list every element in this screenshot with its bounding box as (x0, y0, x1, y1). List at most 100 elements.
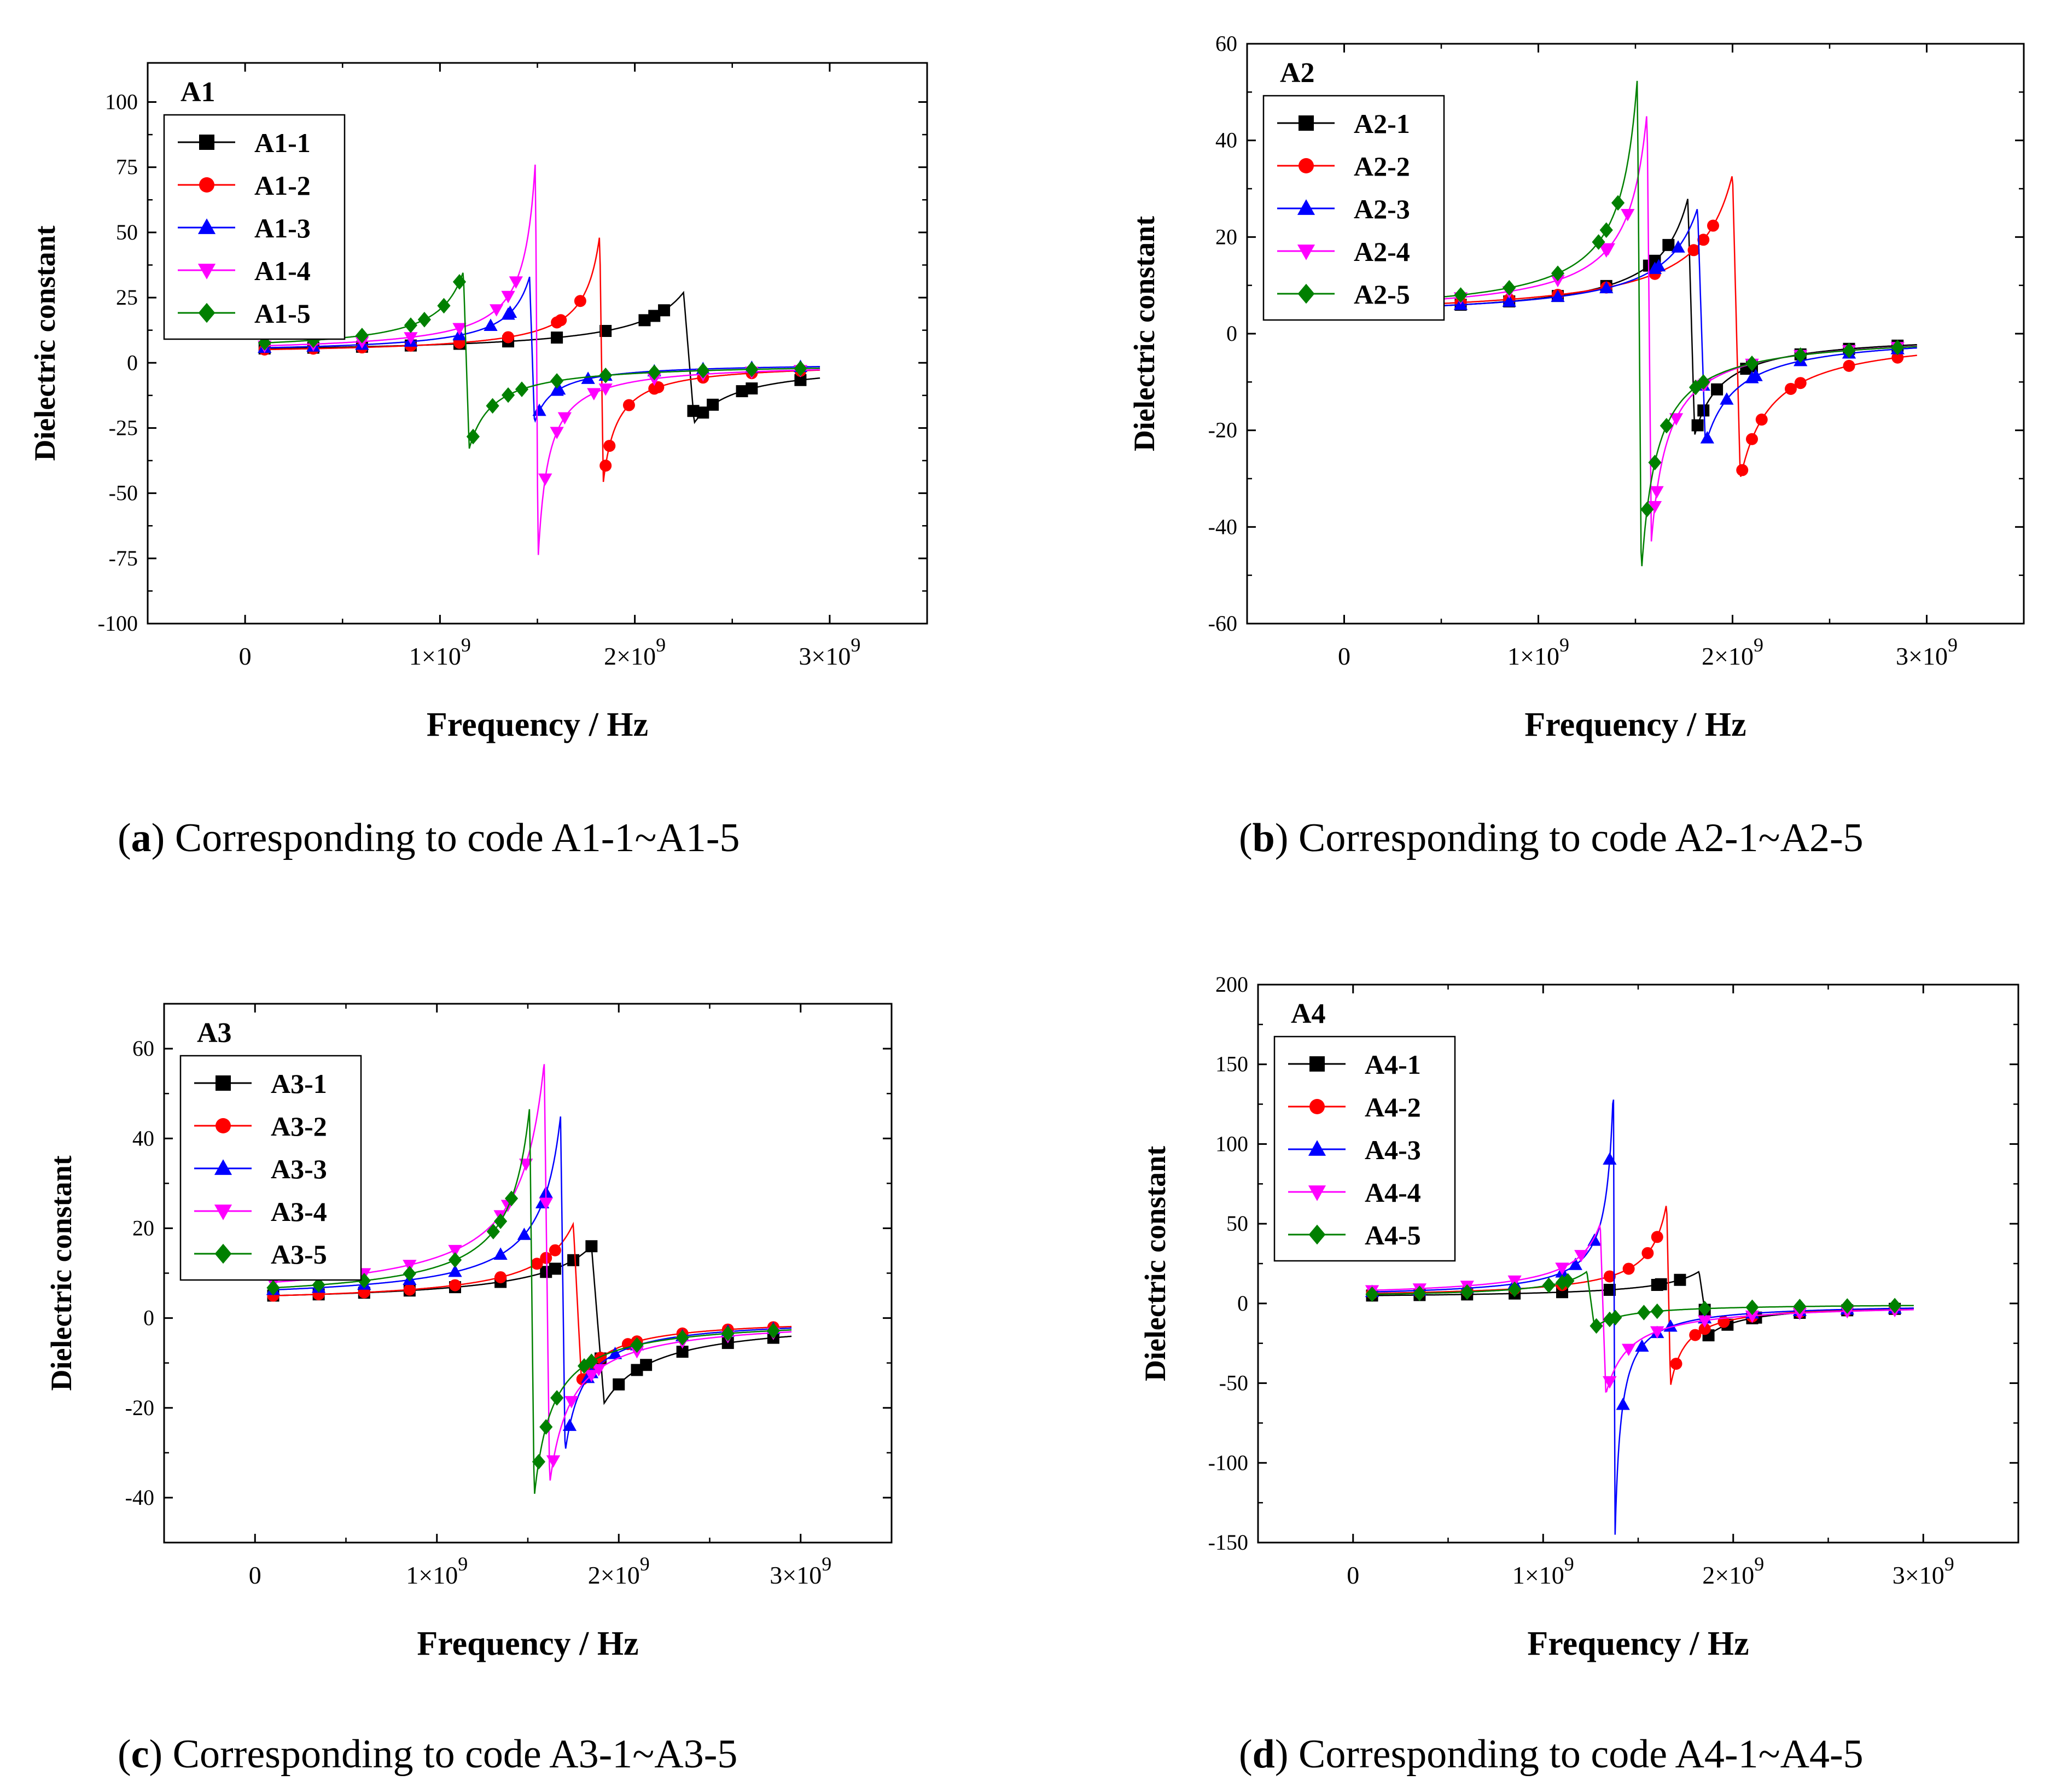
data-point-a3-5 (766, 1323, 780, 1339)
data-point-a3-5 (676, 1330, 689, 1346)
data-point-a4-3 (1568, 1258, 1582, 1270)
data-point-a4-5 (1745, 1299, 1759, 1316)
y-tick-label: -100 (98, 611, 138, 636)
series-group (1356, 80, 1917, 567)
x-tick-label: 2×109 (604, 634, 666, 670)
legend-entry: A3-4 (271, 1196, 327, 1227)
data-point-a4-2 (1622, 1262, 1635, 1275)
data-point-a1-5 (452, 274, 467, 290)
data-point-a1-2 (574, 295, 586, 307)
data-point-a2-5 (1688, 379, 1703, 395)
legend-marker (1309, 1099, 1325, 1114)
data-point-a2-2 (1707, 219, 1719, 232)
data-point-a4-5 (1698, 1301, 1711, 1317)
data-point-a2-3 (1651, 259, 1666, 272)
data-point-a4-5 (1888, 1298, 1902, 1314)
data-point-a4-2 (1698, 1323, 1711, 1335)
data-point-a1-5 (501, 387, 515, 403)
series-line-a2-5 (1363, 80, 1917, 567)
data-point-a3-2 (540, 1252, 552, 1264)
data-point-a3-3 (608, 1347, 622, 1359)
x-tick-label: 0 (239, 642, 252, 670)
series-line-a1-5 (264, 272, 820, 449)
data-point-a1-5 (599, 367, 613, 383)
data-point-a4-4 (1745, 1310, 1760, 1323)
caption-letter: d (1252, 1732, 1275, 1777)
data-point-a3-4 (448, 1244, 462, 1258)
data-point-a4-5 (1508, 1281, 1522, 1298)
x-tick-label: 2×109 (588, 1553, 650, 1589)
data-point-a2-5 (1648, 455, 1662, 470)
y-axis-label: Dielectric constant (45, 1155, 78, 1390)
data-point-a1-3 (581, 371, 595, 384)
data-point-a3-5 (266, 1279, 280, 1296)
data-point-a3-5 (550, 1390, 564, 1406)
legend-entry: A3-3 (271, 1154, 327, 1184)
caption-text: Corresponding to code A4-1~A4-5 (1288, 1732, 1864, 1777)
x-tick-label: 1×109 (406, 1553, 468, 1589)
series-line-a1-3 (264, 276, 820, 423)
y-axis-label: Dielectric constant (28, 225, 61, 461)
data-point-a4-1 (1655, 1278, 1667, 1290)
y-tick-label: 60 (1215, 31, 1237, 56)
data-point-a4-2 (1603, 1270, 1616, 1283)
data-point-a3-5 (403, 1266, 416, 1282)
caption-letter: c (131, 1732, 149, 1777)
legend-marker (216, 1075, 231, 1091)
data-point-a2-2 (1697, 234, 1710, 246)
data-point-a1-4 (452, 323, 467, 336)
data-point-a1-2 (599, 459, 612, 472)
panel-label: A1 (181, 77, 216, 108)
data-point-a1-1 (658, 304, 671, 317)
legend: A4-1 A4-2 A4-3 A4-4 A4-5 (1273, 1035, 1456, 1262)
y-tick-label: -40 (1208, 514, 1237, 539)
legend-entry: A1-2 (254, 170, 311, 201)
data-point-a4-3 (1635, 1339, 1649, 1352)
series-line-a1-4 (264, 164, 820, 555)
data-point-a3-4 (592, 1364, 606, 1377)
y-tick-label: 0 (143, 1306, 154, 1330)
legend-marker (197, 218, 216, 234)
legend-entry: A1-5 (254, 298, 311, 329)
x-tick-label: 3×109 (770, 1553, 831, 1589)
data-point-a4-4 (1555, 1262, 1569, 1275)
data-point-a2-1 (1711, 383, 1724, 395)
data-point-a2-5 (1697, 374, 1710, 390)
data-point-a3-4 (519, 1159, 533, 1171)
y-tick-label: 0 (1226, 321, 1237, 346)
data-point-a2-2 (1746, 433, 1758, 445)
data-point-a4-5 (1542, 1277, 1556, 1294)
legend-entry: A4-5 (1365, 1220, 1421, 1250)
data-point-a3-2 (494, 1271, 507, 1283)
legend: A2-1 A2-2 A2-3 A2-4 A2-5 (1262, 95, 1445, 321)
caption-text: Corresponding to code A3-1~A3-5 (162, 1732, 738, 1777)
data-point-a4-5 (1555, 1275, 1569, 1290)
data-point-a1-1 (551, 331, 563, 344)
x-tick-label: 0 (1347, 1561, 1359, 1589)
y-tick-label: 50 (1226, 1211, 1248, 1236)
data-point-a3-2 (449, 1279, 461, 1291)
data-point-a1-5 (404, 317, 418, 333)
data-point-a2-5 (1660, 417, 1673, 434)
data-point-a1-5 (466, 428, 480, 445)
legend: A1-1 A1-2 A1-3 A1-4 A1-5 (163, 114, 346, 340)
legend-box (179, 1055, 362, 1281)
data-point-a2-2 (1785, 382, 1797, 395)
legend-entry: A2-3 (1354, 194, 1410, 224)
y-tick-label: 40 (1215, 128, 1237, 153)
data-point-a3-4 (539, 1197, 553, 1211)
data-point-a2-2 (1736, 464, 1749, 476)
data-point-a1-2 (502, 331, 515, 344)
data-point-a2-4 (1621, 209, 1635, 222)
legend-entry: A1-4 (254, 255, 311, 286)
data-point-a1-5 (355, 328, 369, 344)
data-point-a3-3 (493, 1247, 508, 1260)
y-tick-label: 0 (1237, 1291, 1248, 1316)
data-point-a3-5 (494, 1213, 508, 1229)
caption-text: Corresponding to code A2-1~A2-5 (1288, 816, 1864, 860)
data-point-a3-3 (517, 1227, 531, 1240)
y-tick-label: 25 (116, 285, 138, 310)
panel-label: A3 (197, 1017, 232, 1049)
data-point-a3-1 (631, 1364, 643, 1376)
data-point-a1-3 (552, 382, 566, 395)
